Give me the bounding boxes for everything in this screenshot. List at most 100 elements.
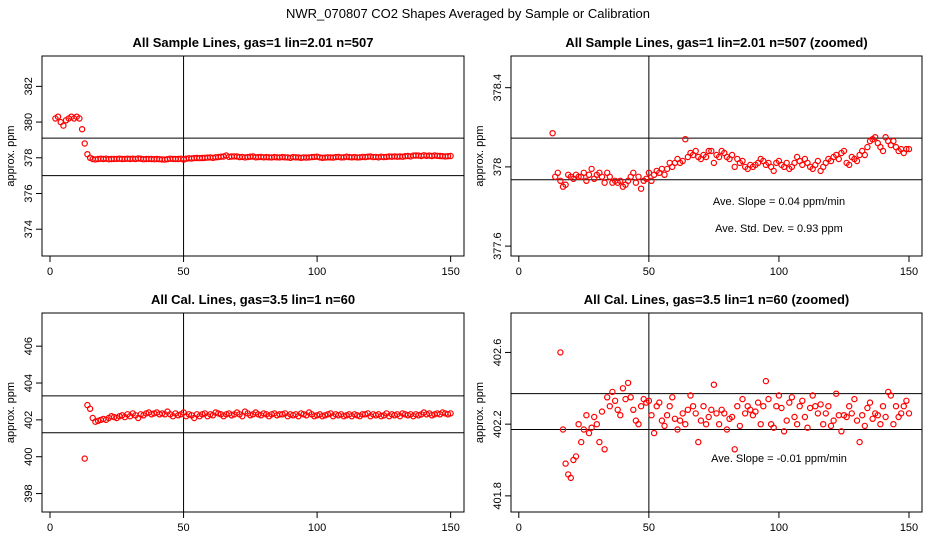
data-point bbox=[903, 145, 910, 153]
data-point bbox=[861, 151, 869, 159]
data-point bbox=[614, 406, 621, 413]
data-points bbox=[557, 349, 913, 482]
data-point bbox=[656, 399, 663, 406]
panel-title: All Cal. Lines, gas=3.5 lin=1 n=60 (zoom… bbox=[584, 292, 850, 307]
data-point bbox=[658, 165, 666, 173]
data-point bbox=[773, 403, 780, 410]
data-point bbox=[682, 421, 689, 428]
data-points bbox=[549, 129, 913, 192]
data-point bbox=[872, 133, 879, 141]
data-point bbox=[791, 413, 798, 421]
data-point bbox=[583, 177, 590, 184]
y-tick-label: 377.6 bbox=[492, 232, 504, 260]
data-point bbox=[637, 185, 645, 192]
data-point bbox=[877, 421, 884, 428]
x-tick-label: 50 bbox=[643, 266, 655, 278]
data-point bbox=[783, 159, 790, 167]
data-point bbox=[827, 422, 835, 430]
data-point bbox=[728, 151, 736, 159]
y-tick-label: 402.6 bbox=[492, 339, 504, 367]
data-point bbox=[671, 415, 679, 422]
data-point bbox=[596, 438, 603, 446]
data-point bbox=[76, 115, 83, 122]
data-point bbox=[684, 406, 692, 413]
data-point bbox=[593, 421, 601, 428]
data-point bbox=[635, 421, 642, 428]
data-point bbox=[879, 403, 887, 410]
y-tick-label: 402.2 bbox=[492, 410, 504, 438]
y-tick-label: 378 bbox=[23, 149, 35, 167]
data-point bbox=[687, 392, 694, 399]
annotation-text: Ave. Slope = -0.01 ppm/min bbox=[711, 453, 847, 465]
data-point bbox=[861, 422, 869, 430]
data-point bbox=[588, 165, 595, 173]
data-point bbox=[648, 177, 655, 184]
data-point bbox=[666, 403, 673, 410]
data-point bbox=[892, 403, 900, 410]
x-tick-label: 150 bbox=[441, 266, 459, 278]
y-tick-label: 401.8 bbox=[492, 482, 504, 510]
plot-frame bbox=[41, 55, 465, 257]
data-point bbox=[739, 157, 746, 165]
data-point bbox=[622, 395, 629, 403]
data-point bbox=[645, 169, 653, 176]
data-point bbox=[598, 173, 606, 180]
x-tick-label: 50 bbox=[177, 522, 189, 534]
data-point bbox=[864, 143, 871, 151]
x-tick-label: 100 bbox=[308, 266, 326, 278]
data-point bbox=[856, 438, 863, 446]
data-point bbox=[846, 403, 853, 410]
x-tick-label: 0 bbox=[47, 266, 53, 278]
data-point bbox=[752, 408, 759, 415]
data-point bbox=[585, 171, 593, 178]
chart-panel-2: All Sample Lines, gas=1 lin=2.01 n=507 (… bbox=[474, 35, 923, 278]
data-point bbox=[754, 399, 762, 406]
data-point bbox=[770, 167, 777, 175]
data-point bbox=[760, 403, 767, 410]
data-point bbox=[679, 157, 686, 165]
data-point bbox=[447, 410, 454, 417]
chart-panel-3: All Cal. Lines, gas=3.5 lin=1 n=60 0 50 100… bbox=[5, 292, 465, 534]
x-tick-label: 150 bbox=[441, 522, 459, 534]
data-point bbox=[799, 161, 806, 169]
data-point bbox=[874, 412, 882, 419]
y-tick-label: 404 bbox=[23, 374, 35, 392]
y-tick-label: 374 bbox=[23, 220, 35, 238]
plot-frame bbox=[41, 312, 465, 513]
data-point bbox=[609, 388, 616, 396]
data-point bbox=[835, 155, 843, 163]
data-point bbox=[799, 397, 806, 404]
x-tick-label: 150 bbox=[900, 266, 918, 278]
data-point bbox=[866, 399, 874, 406]
data-point bbox=[820, 421, 827, 428]
data-point bbox=[239, 413, 246, 420]
data-point bbox=[627, 394, 634, 401]
data-point bbox=[708, 147, 715, 155]
data-point bbox=[770, 424, 777, 431]
data-point bbox=[734, 403, 741, 410]
y-tick-label: 378 bbox=[492, 158, 504, 176]
data-point bbox=[869, 415, 876, 422]
data-point bbox=[585, 429, 593, 437]
data-point bbox=[700, 403, 707, 410]
data-point bbox=[757, 421, 764, 428]
panel-title: All Sample Lines, gas=1 lin=2.01 n=507 bbox=[133, 35, 374, 50]
x-tick-label: 0 bbox=[516, 522, 522, 534]
data-point bbox=[721, 410, 728, 417]
data-point bbox=[689, 403, 697, 410]
plot-frame bbox=[510, 55, 923, 257]
x-tick-label: 100 bbox=[770, 266, 788, 278]
data-point bbox=[822, 410, 830, 417]
data-point bbox=[676, 417, 684, 424]
data-point bbox=[723, 426, 731, 433]
data-point bbox=[663, 412, 671, 419]
y-axis-label: approx. ppm bbox=[474, 382, 486, 443]
data-point bbox=[859, 412, 866, 419]
data-point bbox=[814, 410, 822, 417]
data-point bbox=[604, 394, 611, 401]
data-point bbox=[806, 404, 814, 412]
data-point bbox=[853, 157, 861, 165]
annotation-text: Ave. Std. Dev. = 0.93 ppm bbox=[715, 223, 843, 235]
data-point bbox=[645, 397, 653, 404]
data-point bbox=[630, 169, 637, 176]
